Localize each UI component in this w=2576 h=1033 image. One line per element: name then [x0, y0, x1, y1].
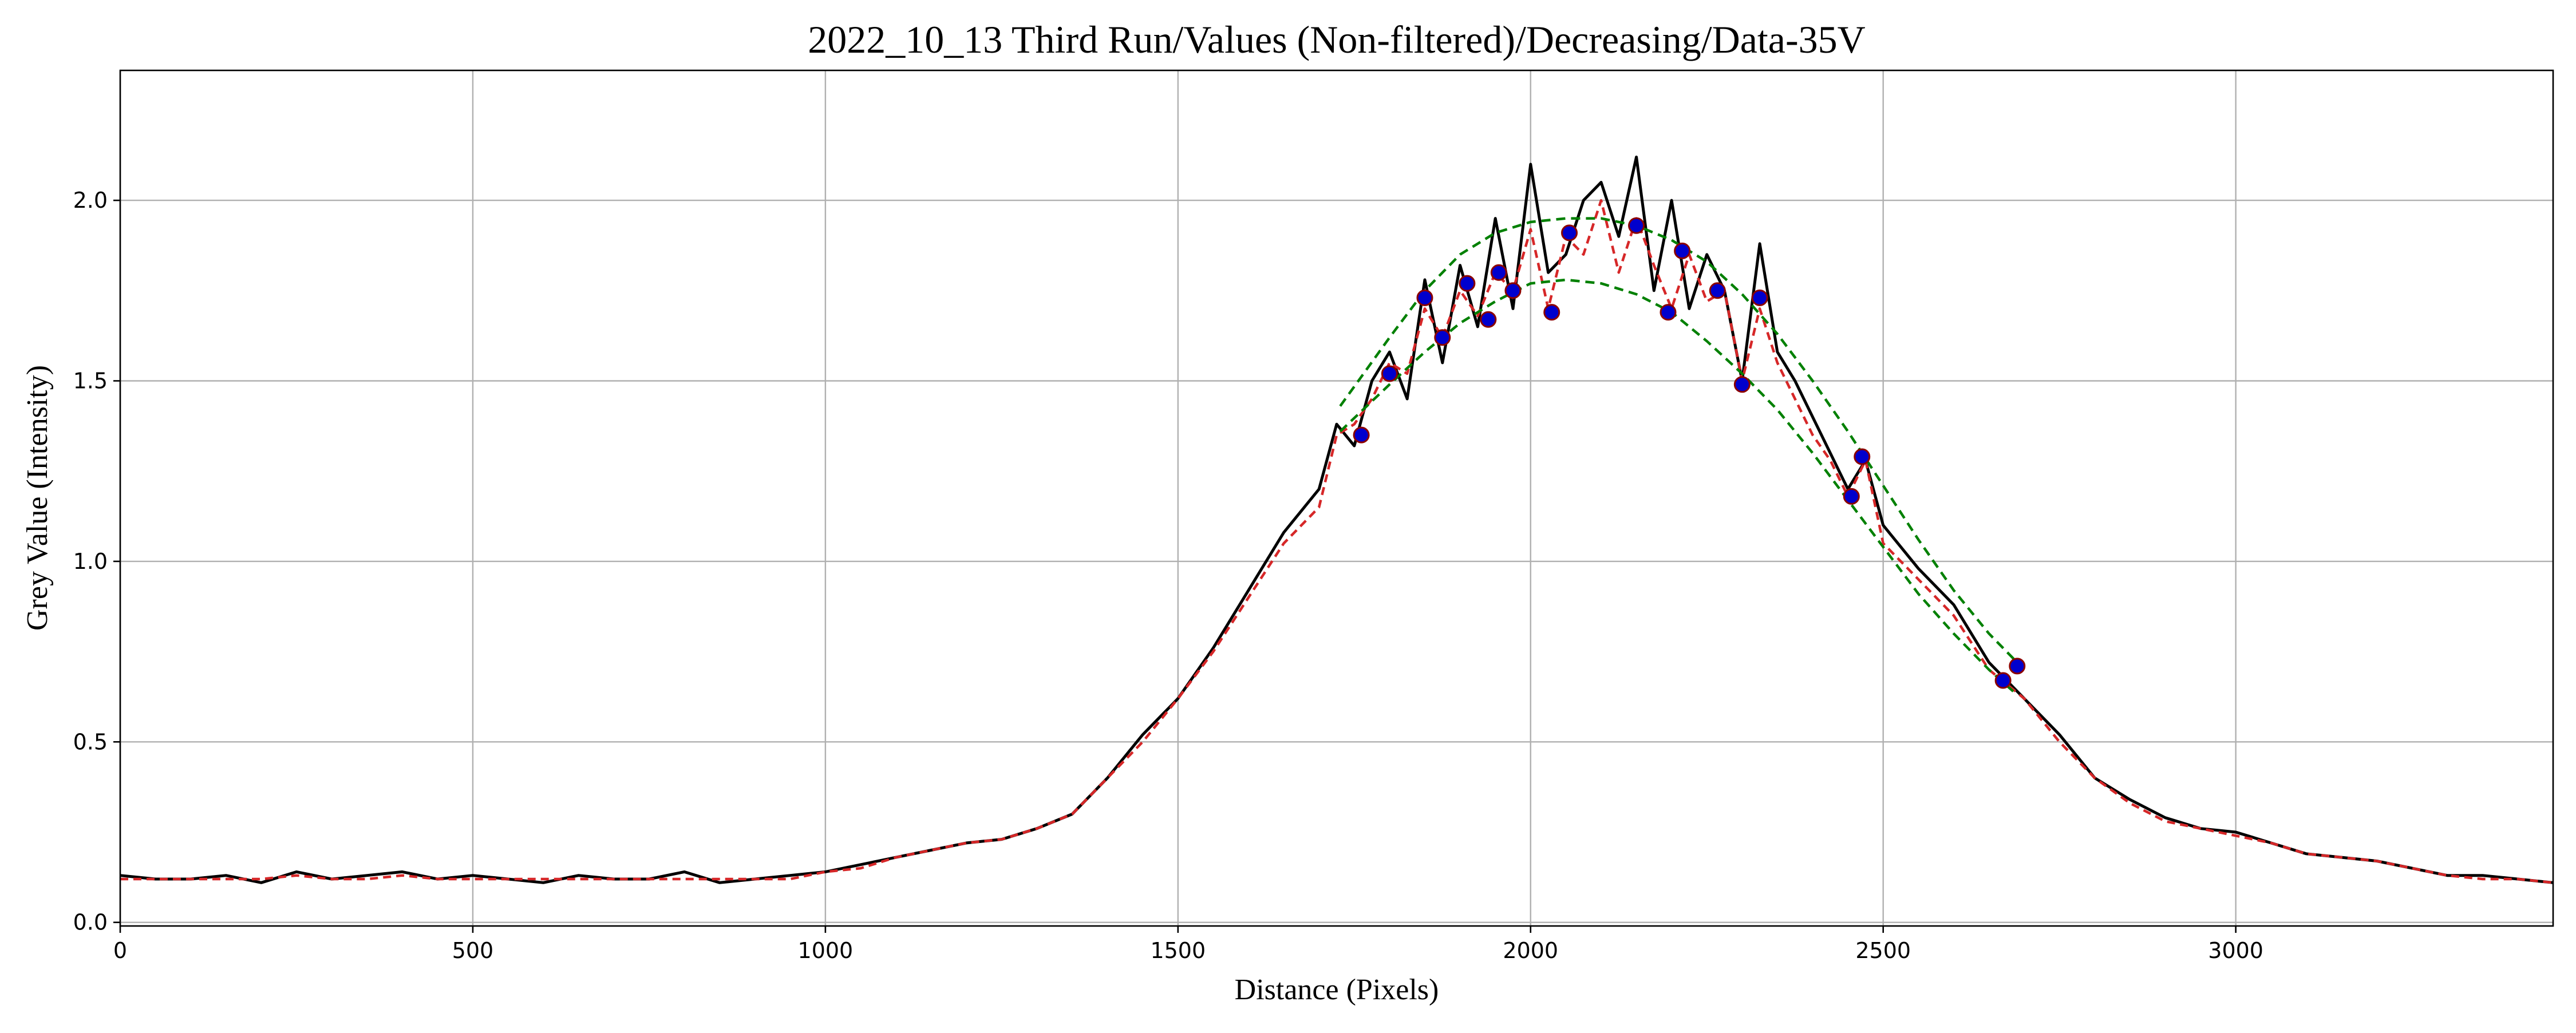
peak-marker-point	[1843, 488, 1860, 505]
peak-marker-point	[1434, 329, 1451, 346]
peak-marker-point	[1459, 275, 1476, 292]
peak-marker-point	[1381, 365, 1398, 382]
x-tick-label: 2500	[1855, 938, 1911, 963]
peak-marker-point	[1628, 217, 1645, 234]
peak-marker-point	[2009, 658, 2026, 675]
smoothed-series-line	[120, 199, 2554, 884]
x-tick-label: 2000	[1503, 938, 1558, 963]
peak-marker-point	[1733, 376, 1751, 393]
x-tick-label: 0	[113, 938, 127, 963]
peak-marker-point	[1543, 304, 1560, 321]
peak-marker-point	[1709, 282, 1726, 299]
peak-marker-point	[1353, 426, 1370, 444]
chart-title: 2022_10_13 Third Run/Values (Non-filtere…	[808, 18, 1866, 61]
y-tick-label: 0.0	[73, 910, 108, 935]
y-tick-label: 0.5	[73, 729, 108, 754]
marker-layer	[1353, 217, 2026, 689]
peak-marker-point	[1660, 304, 1677, 321]
peak-marker-point	[1994, 672, 2012, 689]
raw-series-line	[120, 155, 2554, 884]
y-tick-label: 1.5	[73, 368, 108, 393]
peak-marker-point	[1480, 311, 1497, 328]
x-axis-label: Distance (Pixels)	[1235, 973, 1439, 1006]
x-tick-label: 1000	[798, 938, 854, 963]
y-tick-label: 2.0	[73, 188, 108, 213]
peak-marker-point	[1416, 289, 1433, 306]
peak-marker-point	[1674, 242, 1691, 259]
lower-envelope-series-line	[1339, 278, 2018, 696]
x-tick-label: 3000	[2208, 938, 2263, 963]
peak-marker-point	[1490, 264, 1507, 281]
peak-marker-point	[1854, 448, 1871, 465]
peak-marker-point	[1504, 282, 1522, 299]
x-tick-label: 500	[452, 938, 494, 963]
y-axis-label: Grey Value (Intensity)	[21, 365, 54, 631]
plot-frame	[119, 69, 2554, 927]
x-tick-label: 1500	[1150, 938, 1206, 963]
grid-layer	[119, 70, 2553, 926]
tick-layer: 0 500 1000 1500 2000 2500 3000 0.0 0.5 1.0 1.5 2.0	[73, 188, 2263, 963]
y-tick-label: 1.0	[73, 549, 108, 574]
peak-marker-point	[1561, 224, 1578, 242]
peak-marker-point	[1751, 289, 1768, 306]
